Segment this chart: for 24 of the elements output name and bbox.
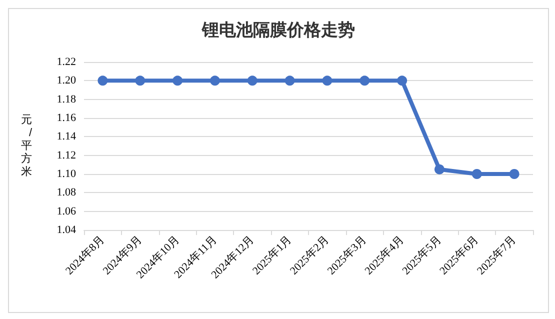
point	[360, 76, 370, 86]
y-tick-label: 1.14	[56, 130, 76, 143]
point	[322, 76, 332, 86]
point	[397, 76, 408, 86]
y-tick-label: 1.20	[56, 74, 76, 87]
y-tick-label: 1.16	[56, 112, 76, 124]
point	[135, 76, 146, 86]
point	[284, 76, 295, 86]
point	[472, 169, 482, 179]
y-tick-label: 1.04	[56, 224, 76, 236]
point	[509, 169, 520, 179]
point	[172, 76, 183, 86]
y-tick-label: 1.10	[56, 168, 76, 180]
point	[434, 164, 444, 174]
y-tick-label: 1.08	[56, 186, 76, 199]
point	[247, 76, 258, 86]
y-axis-title: 元/平方米	[21, 114, 33, 178]
y-tick-label: 1.18	[56, 93, 76, 106]
y-tick-label: 1.22	[56, 56, 76, 68]
y-tick-label: 1.12	[56, 149, 76, 162]
point	[210, 76, 220, 86]
point	[98, 76, 108, 86]
y-tick-label: 1.06	[56, 205, 76, 218]
chart-title: 锂电池隔膜价格走势	[201, 20, 355, 40]
